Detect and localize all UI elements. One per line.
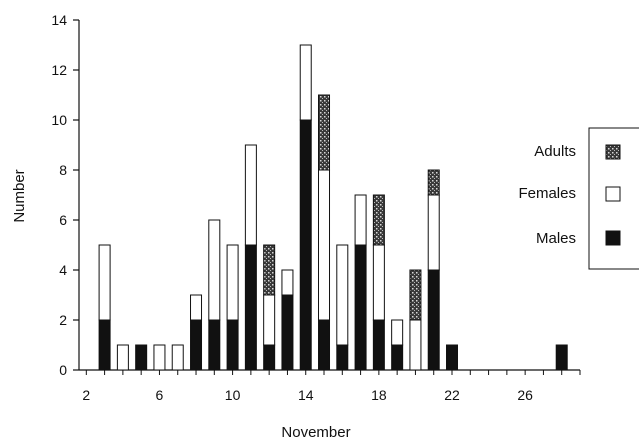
legend-swatch-females bbox=[605, 186, 621, 202]
bar-segment-females bbox=[190, 294, 203, 321]
y-tick-label: 6 bbox=[59, 212, 67, 228]
bar-segment-females bbox=[354, 194, 367, 246]
bar-segment-females bbox=[318, 169, 331, 321]
x-tick-label: 22 bbox=[444, 387, 460, 403]
y-tick-label: 4 bbox=[59, 262, 67, 278]
bar-segment-males bbox=[446, 344, 459, 371]
bar-segment-males bbox=[299, 119, 312, 371]
bar-segment-males bbox=[427, 269, 440, 371]
bar-segment-males bbox=[336, 344, 349, 371]
bar-segment-males bbox=[391, 344, 404, 371]
bar-segment-females bbox=[208, 219, 221, 321]
bar-segment-adults bbox=[263, 244, 276, 296]
bars-group bbox=[98, 44, 568, 371]
bar-segment-females bbox=[263, 294, 276, 346]
bar-segment-males bbox=[354, 244, 367, 371]
bar-segment-males bbox=[263, 344, 276, 371]
bar-segment-males bbox=[244, 244, 257, 371]
bar-segment-females bbox=[299, 44, 312, 121]
x-axis-label: November bbox=[281, 424, 350, 441]
bar-segment-females bbox=[98, 244, 111, 321]
bar-segment-males bbox=[555, 344, 568, 371]
y-tick-label: 10 bbox=[51, 112, 67, 128]
bar-segment-adults bbox=[427, 169, 440, 196]
bar-segment-adults bbox=[409, 269, 422, 321]
legend: Adults Females Males bbox=[518, 127, 639, 270]
bar-segment-females bbox=[427, 194, 440, 271]
bar-segment-males bbox=[135, 344, 148, 371]
bar-segment-males bbox=[318, 319, 331, 371]
legend-label-females: Females bbox=[518, 185, 576, 202]
y-tick-label: 2 bbox=[59, 312, 67, 328]
bar-segment-females bbox=[391, 319, 404, 346]
bar-segment-females bbox=[153, 344, 166, 371]
legend-swatch-adults bbox=[605, 144, 621, 160]
bar-segment-males bbox=[372, 319, 385, 371]
x-tick-label: 6 bbox=[156, 387, 164, 403]
bar-segment-females bbox=[372, 244, 385, 321]
x-tick-label: 10 bbox=[225, 387, 241, 403]
y-tick-label: 12 bbox=[51, 62, 67, 78]
bar-segment-adults bbox=[318, 94, 331, 171]
bar-segment-females bbox=[281, 269, 294, 296]
x-tick-label: 2 bbox=[82, 387, 90, 403]
bar-segment-males bbox=[281, 294, 294, 371]
x-axis-ticks: 2 6 10 14 18 22 26 bbox=[82, 370, 581, 403]
legend-label-adults: Adults bbox=[534, 143, 576, 160]
bar-segment-females bbox=[244, 144, 257, 246]
bar-segment-females bbox=[226, 244, 239, 321]
y-tick-label: 0 bbox=[59, 362, 67, 378]
x-tick-label: 14 bbox=[298, 387, 314, 403]
bar-segment-males bbox=[98, 319, 111, 371]
y-axis-label: Number bbox=[11, 169, 28, 222]
y-axis-ticks: 0 2 4 6 8 10 12 14 bbox=[51, 12, 79, 378]
bar-segment-adults bbox=[372, 194, 385, 246]
bar-segment-females bbox=[116, 344, 129, 371]
bar-segment-females bbox=[171, 344, 184, 371]
x-tick-label: 18 bbox=[371, 387, 387, 403]
legend-swatch-males bbox=[605, 230, 621, 246]
y-tick-label: 14 bbox=[51, 12, 67, 28]
bar-segment-females bbox=[409, 319, 422, 371]
bar-segment-males bbox=[226, 319, 239, 371]
x-tick-label: 26 bbox=[517, 387, 533, 403]
bar-segment-females bbox=[336, 244, 349, 346]
legend-label-males: Males bbox=[536, 230, 576, 247]
bar-segment-males bbox=[190, 319, 203, 371]
y-tick-label: 8 bbox=[59, 162, 67, 178]
bar-segment-males bbox=[208, 319, 221, 371]
